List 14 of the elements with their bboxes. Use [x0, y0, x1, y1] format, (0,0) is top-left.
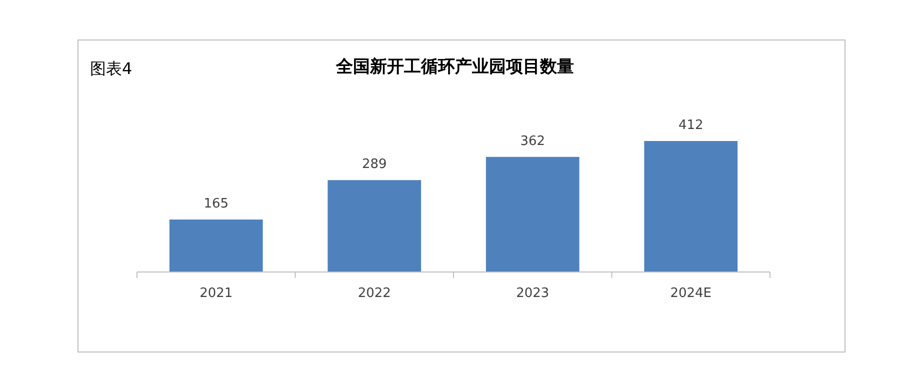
bar — [328, 180, 422, 272]
x-tick-label: 2021 — [200, 286, 233, 301]
chart-title: 全国新开工循环产业园项目数量 — [335, 57, 574, 77]
x-tick-label: 2024E — [670, 286, 712, 301]
data-label: 289 — [362, 157, 387, 172]
x-tick-label: 2023 — [516, 286, 550, 301]
text: 图表4 — [90, 59, 132, 78]
bar — [169, 220, 263, 272]
data-label: 165 — [204, 196, 229, 212]
bar — [486, 156, 580, 272]
data-label: 412 — [678, 118, 704, 133]
bar — [644, 141, 738, 272]
data-label: 362 — [520, 134, 546, 149]
x-tick-label: 2022 — [358, 286, 391, 301]
